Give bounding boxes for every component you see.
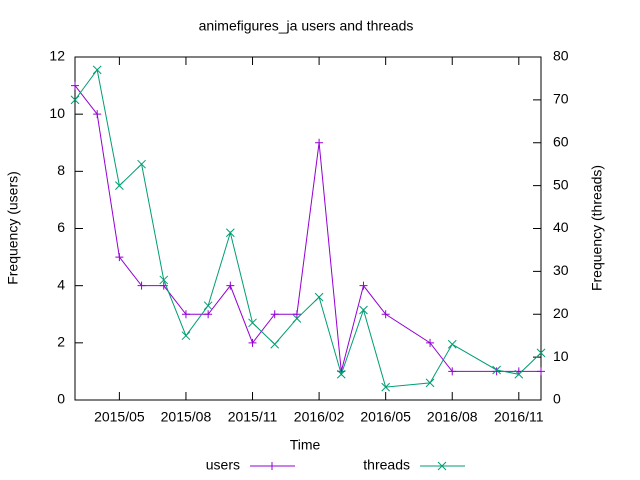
point — [270, 310, 279, 319]
x-tick-label: 2015/08 — [161, 409, 212, 425]
point — [426, 338, 435, 347]
point — [514, 369, 524, 379]
legend-marker — [268, 462, 276, 470]
y2-tick-label: 50 — [553, 176, 569, 192]
point — [137, 159, 146, 169]
point — [71, 81, 79, 90]
point — [203, 301, 213, 311]
point — [93, 110, 102, 119]
y2-tick-label: 30 — [553, 262, 569, 278]
point — [248, 318, 257, 328]
y2-tick-label: 60 — [553, 133, 569, 149]
y-tick-label: 6 — [57, 219, 65, 235]
point — [204, 310, 213, 319]
point — [425, 378, 435, 388]
x-tick-label: 2016/11 — [494, 409, 544, 425]
y2-tick-label: 40 — [553, 219, 569, 235]
series-line — [74, 85, 541, 372]
x-tick-label: 2015/05 — [94, 409, 145, 425]
point — [447, 339, 457, 349]
legend-label: users — [206, 457, 240, 473]
x-tick-label: 2015/11 — [228, 409, 278, 425]
y2-tick-label: 70 — [553, 91, 569, 107]
point — [292, 310, 301, 319]
x-tick-label: 2016/08 — [427, 409, 478, 425]
chart-title: animefigures_ja users and threads — [199, 18, 414, 34]
legend-marker — [437, 461, 447, 471]
x-tick-label: 2016/02 — [294, 409, 345, 425]
point — [115, 181, 124, 190]
y-tick-label: 10 — [49, 105, 65, 121]
point — [181, 310, 190, 319]
point — [292, 314, 302, 323]
y2-tick-label: 20 — [553, 305, 569, 321]
point — [225, 228, 235, 238]
point — [248, 338, 257, 347]
point — [115, 253, 124, 262]
point — [537, 367, 545, 376]
point — [359, 305, 368, 315]
y2-axis-label: Frequency (threads) — [589, 165, 605, 291]
point — [359, 281, 368, 290]
y2-tick-label: 0 — [553, 391, 561, 407]
point — [70, 95, 80, 105]
point — [92, 65, 102, 75]
point — [159, 275, 169, 285]
point — [270, 339, 280, 349]
y-tick-label: 2 — [57, 334, 65, 350]
y-tick-label: 12 — [49, 48, 65, 64]
point — [536, 348, 546, 358]
series-line — [74, 68, 542, 388]
point — [381, 310, 390, 319]
point — [336, 369, 346, 379]
y-tick-label: 0 — [57, 391, 65, 407]
y2-tick-label: 80 — [553, 48, 569, 64]
x-tick-label: 2016/05 — [360, 409, 411, 425]
point — [137, 281, 146, 290]
point — [315, 138, 324, 147]
point — [492, 365, 501, 375]
y-tick-label: 4 — [57, 276, 65, 292]
point — [381, 382, 391, 392]
y2-tick-label: 10 — [553, 348, 569, 364]
point — [181, 331, 191, 341]
y-tick-label: 8 — [57, 162, 65, 178]
point — [492, 367, 501, 376]
point — [448, 367, 457, 376]
y-axis-label: Frequency (users) — [5, 171, 21, 285]
point — [226, 281, 235, 290]
point — [314, 292, 324, 302]
x-axis-label: Time — [290, 437, 321, 453]
legend-label: threads — [363, 457, 410, 473]
